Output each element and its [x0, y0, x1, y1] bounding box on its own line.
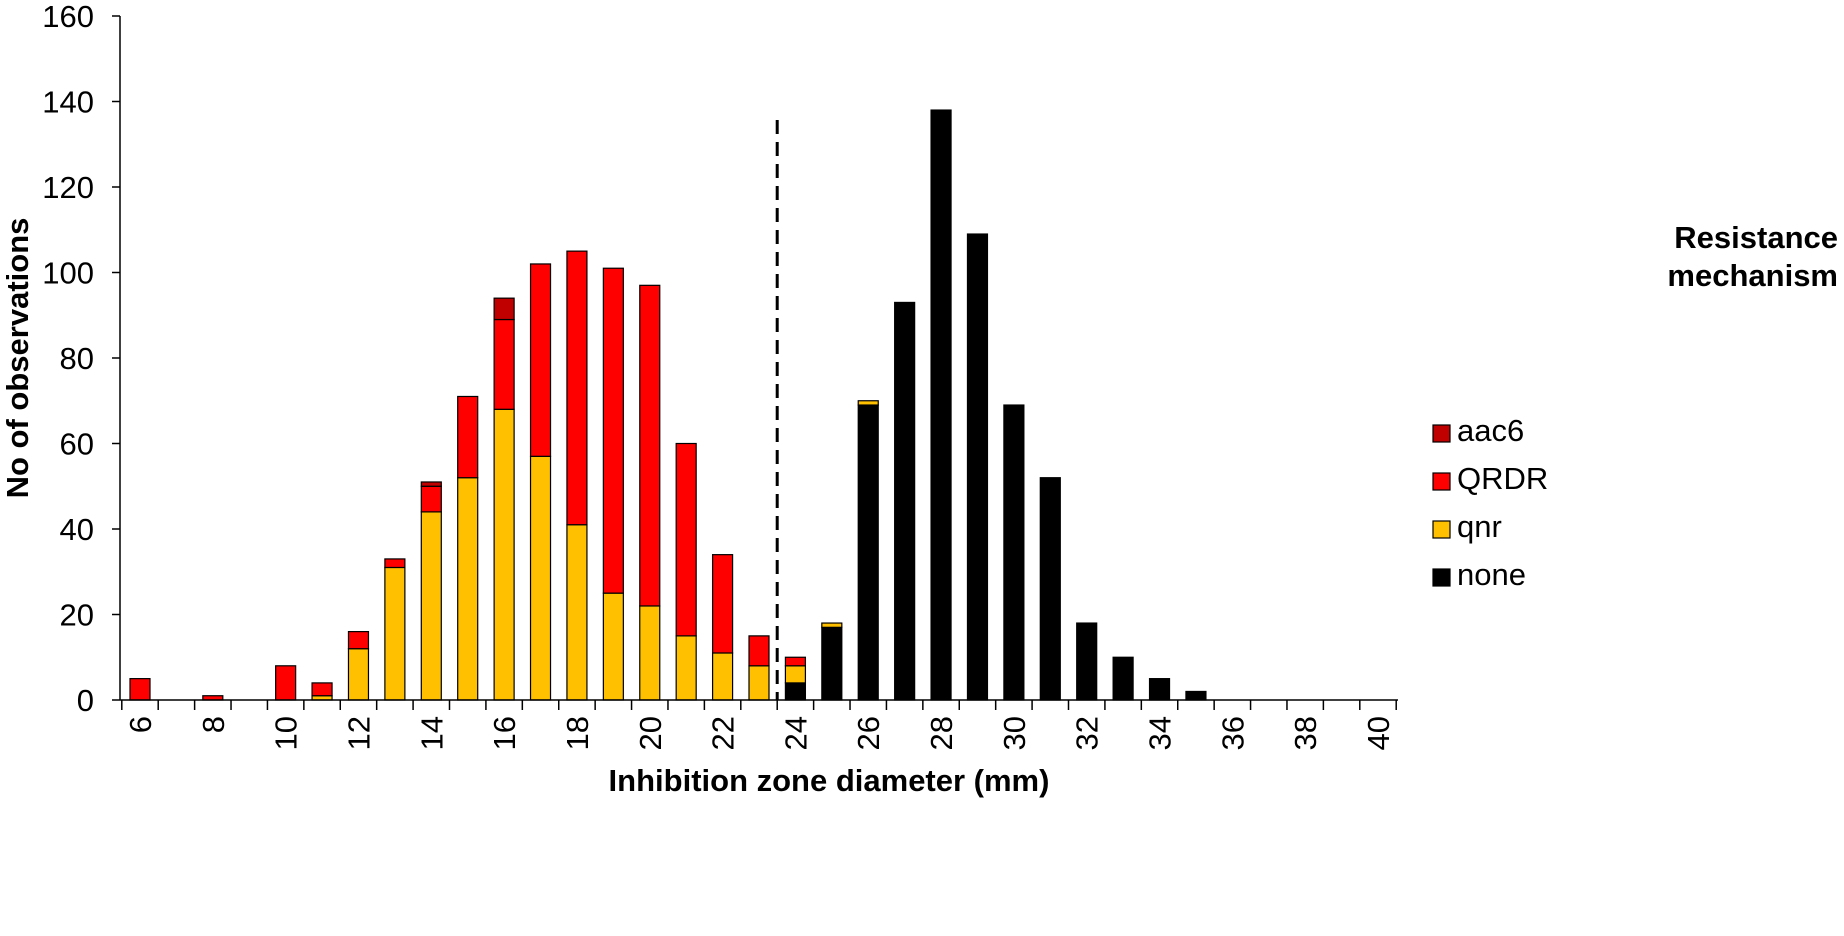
legend-swatch-qnr: [1432, 520, 1451, 539]
y-tick-label: 20: [60, 598, 94, 633]
bar-none-34: [1148, 678, 1171, 701]
bar-qnr-19: [602, 592, 624, 701]
bar-aac6-16: [493, 297, 515, 321]
bar-qrdr-12: [347, 630, 370, 650]
bar-qnr-17: [529, 455, 552, 701]
legend-label-qnr: qnr: [1457, 509, 1502, 544]
x-ticks: 6 8 10 12 14 16 18 20 22 24 26 28 30 32 34 36 38 40: [121, 700, 1397, 750]
bar-qnr-23: [748, 665, 770, 701]
bar-none-33: [1112, 656, 1134, 701]
bar-qnr-15: [457, 477, 479, 701]
bar-none-26: [857, 404, 879, 701]
bar-qrdr-24: [784, 656, 807, 667]
x-tick-label: 38: [1288, 716, 1323, 750]
x-tick-label: 20: [633, 716, 668, 750]
bar-qnr-21: [675, 635, 697, 701]
bar-qnr-24: [784, 665, 807, 684]
x-tick-label: 6: [123, 716, 158, 733]
x-tick-label: 30: [997, 716, 1032, 750]
legend-swatch-none: [1432, 568, 1451, 587]
bar-none-30: [1003, 404, 1025, 701]
legend-label-none: none: [1457, 557, 1526, 592]
x-axis-title: Inhibition zone diameter (mm): [609, 763, 1050, 798]
legend-label-aac6: aac6: [1457, 413, 1524, 448]
bar-qrdr-11: [311, 682, 333, 697]
bar-qnr-13: [384, 566, 406, 701]
bar-qnr-16: [493, 408, 515, 701]
x-tick-label: 22: [706, 716, 741, 750]
bar-qnr-22: [711, 652, 734, 701]
bar-qrdr-6: [129, 678, 151, 701]
bar-none-27: [894, 301, 916, 701]
x-tick-label: 28: [924, 716, 959, 750]
x-tick-label: 18: [560, 716, 595, 750]
bar-none-29: [966, 233, 989, 701]
x-tick-label: 40: [1361, 716, 1396, 750]
bar-qrdr-13: [384, 558, 406, 569]
bar-none-25: [821, 626, 843, 701]
bar-qnr-26: [857, 400, 879, 406]
bar-qrdr-14: [420, 485, 442, 513]
legend-title-line1: Resistance: [1674, 220, 1838, 255]
x-tick-label: 10: [269, 716, 304, 750]
bar-aac6-14: [420, 481, 442, 487]
y-tick-label: 60: [60, 427, 94, 462]
legend-items: aac6 QRDR qnr none: [1432, 413, 1548, 592]
bar-qrdr-15: [457, 395, 479, 479]
x-tick-label: 26: [851, 716, 886, 750]
x-tick-label: 12: [341, 716, 376, 750]
legend-swatch-qrdr: [1432, 472, 1451, 491]
bar-qnr-12: [347, 648, 370, 701]
legend-swatch-aac6: [1432, 424, 1451, 443]
x-tick-label: 32: [1070, 716, 1105, 750]
bar-qnr-25: [821, 622, 843, 628]
y-tick-label: 120: [42, 170, 94, 205]
y-tick-label: 40: [60, 512, 94, 547]
x-tick-label: 14: [414, 716, 449, 750]
bar-qrdr-23: [748, 635, 770, 667]
bar-none-32: [1076, 622, 1098, 701]
x-tick-label: 34: [1143, 716, 1178, 750]
bar-none-31: [1039, 477, 1061, 701]
y-tick-label: 80: [60, 341, 94, 376]
y-tick-label: 160: [42, 0, 94, 34]
legend-label-qrdr: QRDR: [1457, 461, 1548, 496]
bar-qrdr-20: [639, 284, 661, 607]
bars-layer: [129, 109, 1207, 701]
bar-qrdr-10: [275, 665, 297, 701]
y-tick-label: 140: [42, 85, 94, 120]
bar-qrdr-22: [711, 554, 734, 654]
bar-none-24: [784, 682, 807, 701]
x-tick-label: 8: [196, 716, 231, 733]
bar-qnr-14: [420, 511, 442, 701]
x-tick-label: 24: [778, 716, 813, 750]
y-axis-title: No of observations: [0, 218, 35, 499]
bar-qnr-18: [566, 524, 588, 701]
y-tick-label: 0: [77, 683, 94, 718]
bar-qrdr-16: [493, 318, 515, 410]
bar-qnr-20: [639, 605, 661, 701]
legend-title-line2: mechanism: [1667, 258, 1838, 293]
bar-qrdr-17: [529, 263, 552, 457]
y-tick-label: 100: [42, 256, 94, 291]
bar-none-28: [930, 109, 952, 701]
x-tick-label: 16: [487, 716, 522, 750]
bar-qrdr-18: [566, 250, 588, 526]
bar-qrdr-19: [602, 267, 624, 594]
bar-qrdr-21: [675, 442, 697, 637]
bar-none-35: [1185, 690, 1207, 701]
x-tick-label: 36: [1215, 716, 1250, 750]
y-ticks: 0 20 40 60 80 100 120 140 160: [42, 0, 120, 718]
legend: Resistance mechanism aac6 QRDR qnr none: [1432, 220, 1838, 592]
